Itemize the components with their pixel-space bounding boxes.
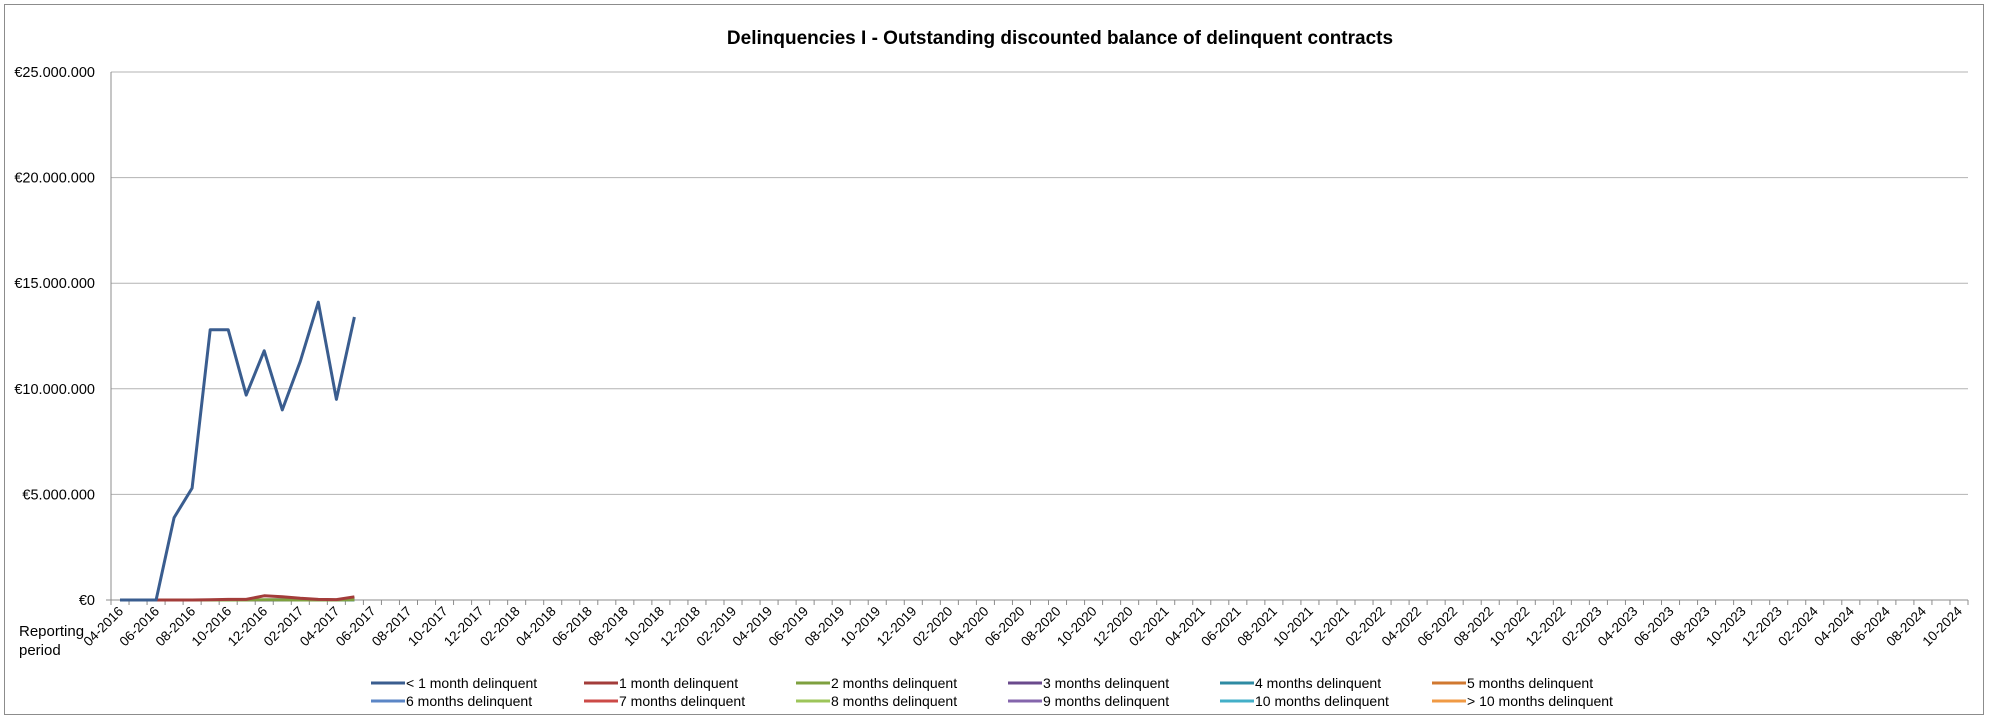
x-axis-label-line-2: period (19, 642, 61, 659)
legend-label: > 10 months delinquent (1467, 693, 1613, 709)
series-line-1-month-delinquent (120, 594, 355, 602)
legend-label: < 1 month delinquent (406, 675, 537, 691)
legend-item: 10 months delinquent (1220, 693, 1389, 709)
y-tick-label: €25.000.000 (14, 65, 95, 81)
legend-label: 8 months delinquent (831, 693, 957, 709)
x-axis-tick-labels: 04-201606-201608-201610-201612-201602-20… (80, 603, 1965, 649)
y-axis-tick-labels: €0 €5.000.000 €10.000.000 €15.000.000 €20.00… (14, 65, 95, 609)
legend-label: 7 months delinquent (619, 693, 745, 709)
legend: < 1 month delinquent 1 month delinquent 2 … (371, 675, 1613, 709)
y-tick-label: €10.000.000 (14, 382, 95, 398)
legend-item: 1 month delinquent (584, 675, 738, 691)
x-axis-label-line-1: Reporting (19, 623, 84, 640)
chart-frame (4, 4, 1984, 715)
legend-label: 1 month delinquent (619, 675, 738, 691)
legend-item: > 10 months delinquent (1432, 693, 1613, 709)
legend-item: < 1 month delinquent (371, 675, 537, 691)
legend-label: 5 months delinquent (1467, 675, 1593, 691)
series-line-1-month-delinquent (120, 300, 356, 602)
legend-item: 7 months delinquent (584, 693, 745, 709)
y-tick-label: €5.000.000 (22, 487, 95, 503)
legend-item: 4 months delinquent (1220, 675, 1381, 691)
legend-item: 9 months delinquent (1008, 693, 1169, 709)
legend-label: 4 months delinquent (1255, 675, 1381, 691)
x-tick-label: 10-2024 (1919, 603, 1965, 649)
legend-label: 6 months delinquent (406, 693, 532, 709)
y-tick-label: €15.000.000 (14, 276, 95, 292)
legend-label: 3 months delinquent (1043, 675, 1169, 691)
legend-item: 5 months delinquent (1432, 675, 1593, 691)
legend-item: 2 months delinquent (796, 675, 957, 691)
axes (106, 72, 1969, 605)
legend-item: 6 months delinquent (371, 693, 532, 709)
y-tick-label: €0 (79, 593, 95, 609)
legend-label: 9 months delinquent (1043, 693, 1169, 709)
legend-item: 8 months delinquent (796, 693, 957, 709)
grid-lines (111, 71, 1968, 495)
legend-label: 10 months delinquent (1255, 693, 1389, 709)
legend-label: 2 months delinquent (831, 675, 957, 691)
y-tick-label: €20.000.000 (14, 171, 95, 187)
series-lines (120, 300, 356, 602)
chart-title: Delinquencies I - Outstanding discounted… (727, 28, 1393, 49)
legend-item: 3 months delinquent (1008, 675, 1169, 691)
